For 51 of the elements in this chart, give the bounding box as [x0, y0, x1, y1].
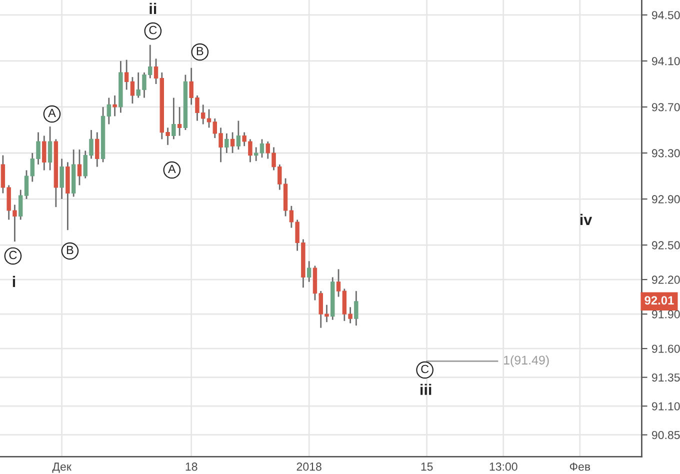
candlestick — [130, 76, 135, 104]
candlestick — [60, 158, 64, 200]
series-label: 1(91.49) — [504, 355, 549, 368]
candlestick — [154, 58, 158, 85]
annotation: A — [48, 108, 56, 118]
candlestick — [48, 126, 52, 171]
y-tick-label: 93.30 — [652, 149, 680, 158]
candlestick — [254, 146, 258, 162]
candlestick — [95, 132, 100, 168]
y-tick-label: 92.20 — [652, 276, 680, 284]
y-tick-label: 91.35 — [652, 373, 680, 382]
candlestick — [354, 290, 358, 326]
y-tick-label: 94.10 — [652, 57, 680, 66]
candlestick — [306, 260, 312, 283]
annotation: C — [9, 250, 17, 260]
y-tick-label: 91.90 — [652, 310, 680, 318]
candlestick — [77, 148, 82, 186]
y-tick-label: 91.10 — [652, 402, 680, 410]
y-tick-label: 92.50 — [652, 241, 680, 250]
annotation: A — [168, 164, 176, 174]
annotation: B — [196, 46, 204, 56]
x-tick-label: Дек — [52, 462, 72, 473]
annotation: i — [12, 276, 16, 287]
y-tick-label: 94.50 — [652, 11, 680, 20]
candlestick — [172, 97, 176, 140]
candlestick — [42, 135, 46, 171]
y-tick-label: 90.85 — [652, 430, 680, 440]
annotation: C — [421, 364, 429, 374]
x-tick-label: 13:00 — [490, 462, 518, 471]
y-tick-label: 91.60 — [652, 344, 680, 353]
annotation: 92.01 — [644, 296, 674, 305]
candlestick — [336, 268, 341, 298]
candlestick — [224, 132, 229, 154]
annotation: iii — [420, 384, 432, 395]
annotation: B — [66, 246, 74, 254]
x-tick-label: Фев — [570, 462, 590, 471]
y-tick-label: 93.70 — [652, 103, 680, 112]
candlestick — [230, 132, 235, 154]
x-tick-label: 18 — [186, 462, 198, 471]
x-tick-label: 2018 — [296, 462, 322, 471]
annotation: ii — [150, 2, 156, 14]
candlestick — [177, 106, 182, 136]
candlestick — [112, 94, 117, 117]
candlestick — [124, 59, 129, 90]
candlestick — [260, 138, 264, 158]
annotation: iv — [580, 214, 592, 225]
candlestick — [106, 97, 112, 125]
candlestick — [236, 120, 241, 150]
annotation: C — [149, 26, 157, 34]
x-tick-label: 15 — [421, 462, 433, 471]
y-tick-label: 92.90 — [652, 195, 680, 204]
